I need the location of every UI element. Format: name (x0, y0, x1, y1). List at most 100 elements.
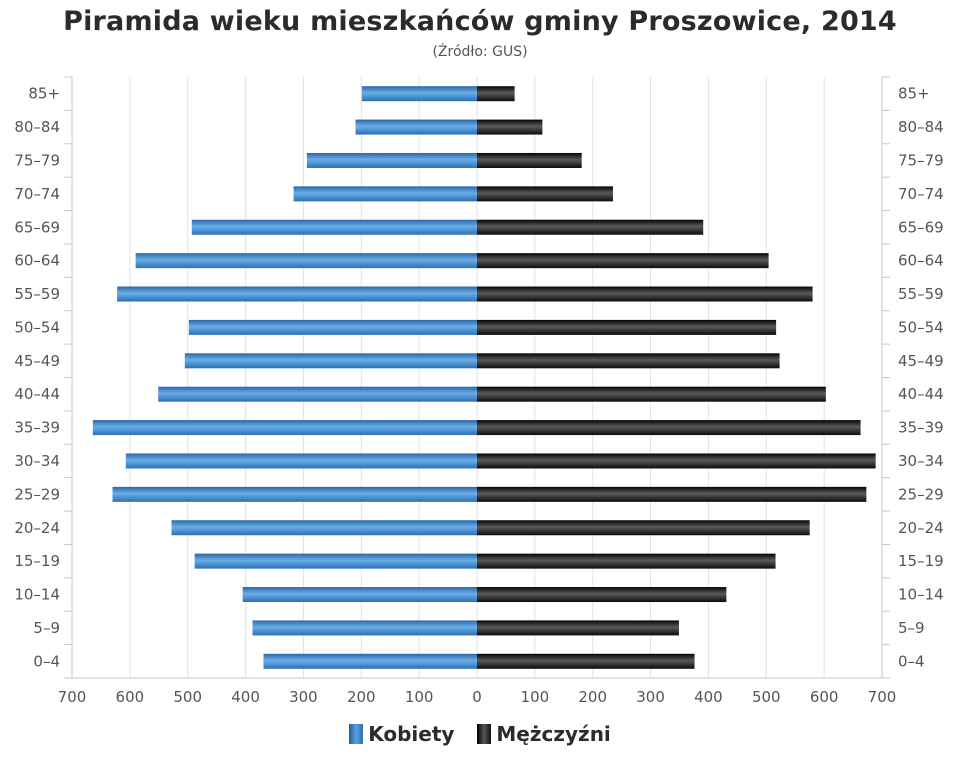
x-tick-label: 700 (868, 688, 897, 706)
bar-mezczyzni-40-44[interactable] (477, 386, 826, 402)
bar-mezczyzni-55-59[interactable] (477, 286, 813, 302)
bar-kobiety-35-39[interactable] (92, 420, 477, 436)
bar-mezczyzni-5-9[interactable] (477, 620, 679, 636)
x-tick-label: 400 (694, 688, 723, 706)
y-tick-label-left-40-44: 40–44 (14, 385, 60, 403)
bar-kobiety-5-9[interactable] (252, 620, 477, 636)
x-tick-label: 0 (472, 688, 482, 706)
bar-kobiety-50-54[interactable] (188, 319, 477, 335)
bar-mezczyzni-50-54[interactable] (477, 319, 777, 335)
y-tick-label-left-85: 85+ (28, 85, 60, 103)
y-tick-label-right-5-9: 5–9 (898, 619, 925, 637)
bar-mezczyzni-60-64[interactable] (477, 253, 769, 269)
y-tick-label-right-40-44: 40–44 (898, 385, 944, 403)
bar-kobiety-10-14[interactable] (242, 587, 477, 603)
y-tick-label-left-15-19: 15–19 (14, 552, 60, 570)
y-tick-label-left-25-29: 25–29 (14, 485, 60, 503)
bar-kobiety-30-34[interactable] (125, 453, 478, 469)
bars (92, 86, 876, 669)
y-tick-label-right-85: 85+ (898, 85, 930, 103)
y-tick-label-right-10-14: 10–14 (898, 586, 944, 604)
y-tick-label-right-65-69: 65–69 (898, 218, 944, 236)
bar-mezczyzni-80-84[interactable] (477, 119, 543, 135)
x-tick-label: 700 (58, 688, 87, 706)
bar-kobiety-75-79[interactable] (306, 152, 477, 168)
x-tick-label: 100 (405, 688, 434, 706)
y-tick-label-left-50-54: 50–54 (14, 318, 60, 336)
y-tick-label-right-25-29: 25–29 (898, 485, 944, 503)
y-tick-label-right-20-24: 20–24 (898, 519, 944, 537)
legend-label-mezczyzni: Mężczyźni (496, 722, 611, 746)
y-tick-label-right-55-59: 55–59 (898, 285, 944, 303)
bar-mezczyzni-15-19[interactable] (477, 553, 776, 569)
y-tick-label-left-0-4: 0–4 (33, 652, 60, 670)
bar-kobiety-20-24[interactable] (171, 520, 477, 536)
bar-kobiety-85[interactable] (361, 86, 477, 102)
legend: Kobiety Mężczyźni (0, 722, 960, 749)
bar-kobiety-65-69[interactable] (191, 219, 477, 235)
bar-mezczyzni-85[interactable] (477, 86, 515, 102)
y-tick-label-right-75-79: 75–79 (898, 151, 944, 169)
population-pyramid-chart: 700 600 500 400 300 200 100 0 100 200 300 400 500 600… (14, 76, 944, 706)
y-tick-label-right-70-74: 70–74 (898, 185, 944, 203)
y-tick-label-left-55-59: 55–59 (14, 285, 60, 303)
bar-mezczyzni-30-34[interactable] (477, 453, 876, 469)
x-tick-label: 600 (116, 688, 145, 706)
bar-mezczyzni-0-4[interactable] (477, 653, 695, 669)
bar-mezczyzni-20-24[interactable] (477, 520, 810, 536)
y-tick-label-right-30-34: 30–34 (898, 452, 944, 470)
y-tick-label-left-10-14: 10–14 (14, 586, 60, 604)
y-tick-label-left-45-49: 45–49 (14, 352, 60, 370)
bar-mezczyzni-65-69[interactable] (477, 219, 704, 235)
y-tick-label-right-50-54: 50–54 (898, 318, 944, 336)
y-tick-label-left-80-84: 80–84 (14, 118, 60, 136)
legend-label-kobiety: Kobiety (368, 722, 455, 746)
chart-subtitle: (Źródło: GUS) (432, 44, 528, 60)
y-tick-label-left-70-74: 70–74 (14, 185, 60, 203)
bar-mezczyzni-75-79[interactable] (477, 152, 582, 168)
y-tick-label-right-80-84: 80–84 (898, 118, 944, 136)
bar-mezczyzni-10-14[interactable] (477, 587, 727, 603)
y-tick-label-left-75-79: 75–79 (14, 151, 60, 169)
y-tick-label-left-5-9: 5–9 (33, 619, 60, 637)
bar-mezczyzni-45-49[interactable] (477, 353, 780, 369)
bar-kobiety-45-49[interactable] (184, 353, 478, 369)
bar-kobiety-60-64[interactable] (135, 253, 477, 269)
bar-kobiety-15-19[interactable] (194, 553, 477, 569)
x-tick-label: 400 (231, 688, 260, 706)
x-tick-label: 600 (810, 688, 839, 706)
legend-item-mezczyzni[interactable]: Mężczyźni (477, 722, 611, 746)
legend-swatch-mezczyzni (477, 724, 492, 744)
tick-labels: 700 600 500 400 300 200 100 0 100 200 300 400 500 600… (14, 85, 943, 706)
x-tick-label: 300 (636, 688, 665, 706)
y-tick-label-left-65-69: 65–69 (14, 218, 60, 236)
bar-mezczyzni-35-39[interactable] (477, 420, 861, 436)
bar-kobiety-70-74[interactable] (293, 186, 477, 202)
bar-kobiety-55-59[interactable] (117, 286, 477, 302)
chart-title: Piramida wieku mieszkańców gminy Proszow… (63, 6, 897, 37)
x-tick-label: 100 (521, 688, 550, 706)
bar-mezczyzni-70-74[interactable] (477, 186, 613, 202)
legend-item-kobiety[interactable]: Kobiety (349, 722, 454, 746)
y-tick-label-left-60-64: 60–64 (14, 252, 60, 270)
y-tick-label-left-20-24: 20–24 (14, 519, 60, 537)
x-tick-label: 200 (578, 688, 607, 706)
legend-swatch-kobiety (349, 724, 364, 744)
y-tick-label-left-30-34: 30–34 (14, 452, 60, 470)
y-tick-label-right-35-39: 35–39 (898, 419, 944, 437)
bar-kobiety-0-4[interactable] (263, 653, 477, 669)
bar-kobiety-40-44[interactable] (158, 386, 477, 402)
bar-kobiety-25-29[interactable] (112, 486, 478, 502)
bar-kobiety-80-84[interactable] (355, 119, 478, 135)
y-tick-label-right-0-4: 0–4 (898, 652, 925, 670)
y-tick-label-right-45-49: 45–49 (898, 352, 944, 370)
x-tick-label: 300 (289, 688, 318, 706)
y-tick-label-right-60-64: 60–64 (898, 252, 944, 270)
y-tick-label-right-15-19: 15–19 (898, 552, 944, 570)
bar-mezczyzni-25-29[interactable] (477, 486, 867, 502)
axes (64, 76, 890, 679)
y-tick-label-left-35-39: 35–39 (14, 419, 60, 437)
x-tick-label: 200 (347, 688, 376, 706)
x-tick-label: 500 (173, 688, 202, 706)
x-tick-label: 500 (752, 688, 781, 706)
